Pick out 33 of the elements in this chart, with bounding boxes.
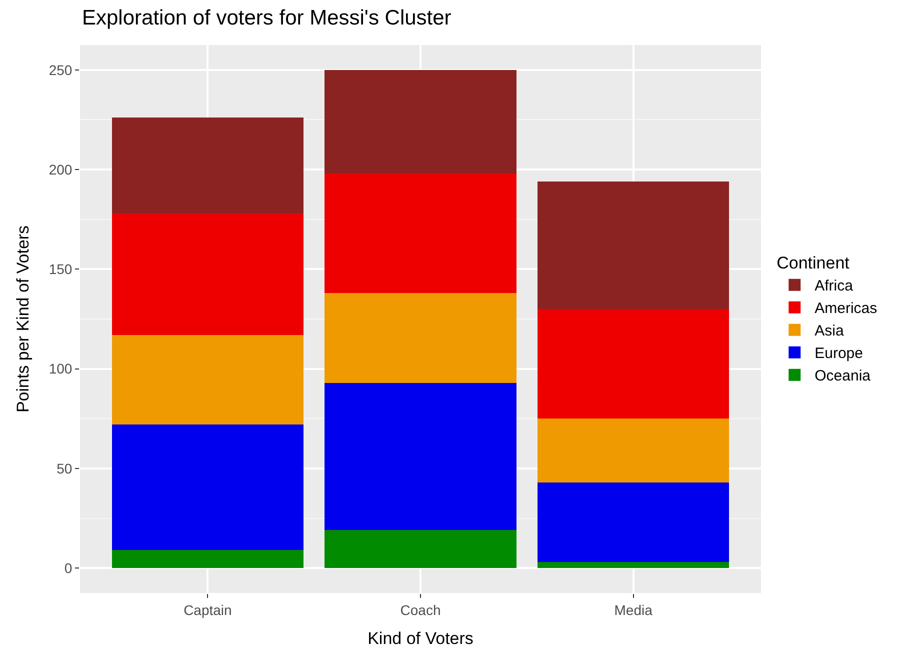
legend-label: Africa <box>814 278 854 295</box>
bar <box>538 418 730 482</box>
y-tick-label: 50 <box>56 460 72 476</box>
y-axis-title: Points per Kind of Voters <box>13 225 32 413</box>
y-tick-label: 0 <box>64 560 72 576</box>
bar <box>112 334 304 425</box>
legend-label: Asia <box>814 322 844 340</box>
bar <box>112 213 304 335</box>
legend-label: Oceania <box>814 368 872 385</box>
legend-title: Continent <box>776 254 850 273</box>
bar <box>324 530 516 568</box>
x-axis-title: Kind of Voters <box>368 629 474 648</box>
legend-label: Americas <box>814 300 878 318</box>
bar <box>324 174 516 294</box>
bar <box>538 309 730 419</box>
y-tick-label: 200 <box>48 161 72 178</box>
bar <box>112 550 304 568</box>
chart-title: Exploration of voters for Messi's Cluster <box>82 6 452 30</box>
bar <box>538 562 730 568</box>
y-tick-label: 150 <box>48 261 72 278</box>
x-tick-label: Coach <box>400 602 441 618</box>
x-tick-label: Captain <box>184 602 232 618</box>
legend-label: Europe <box>814 345 863 362</box>
bar <box>324 382 516 530</box>
bar <box>324 70 516 174</box>
bar <box>112 118 304 214</box>
x-tick-label: Media <box>614 602 653 618</box>
bar <box>538 182 730 310</box>
bar <box>112 424 304 550</box>
y-tick-label: 100 <box>48 360 72 377</box>
bar <box>324 293 516 383</box>
bar <box>538 482 730 562</box>
y-tick-label: 250 <box>48 62 72 78</box>
